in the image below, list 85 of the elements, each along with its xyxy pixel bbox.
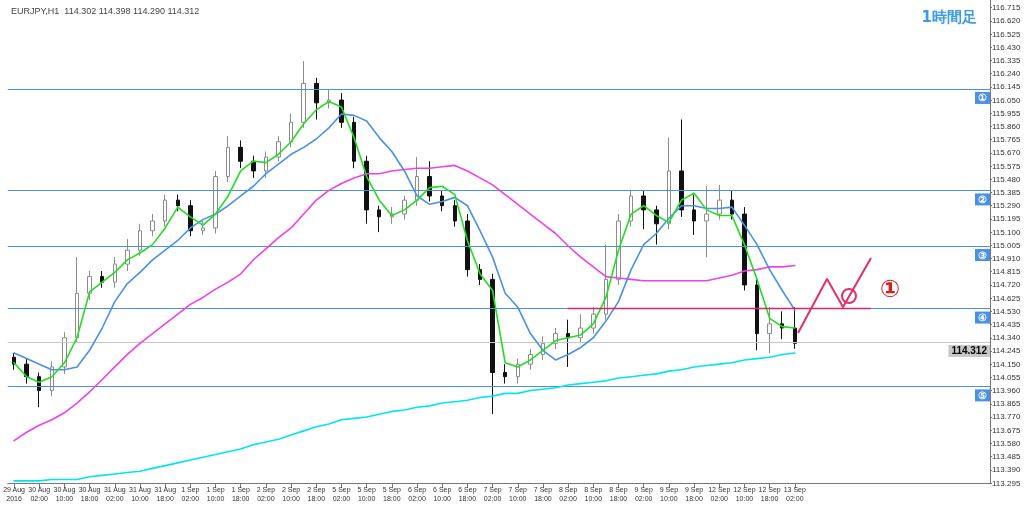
y-tick-label: 113.485 (992, 452, 1021, 462)
candlestick (427, 160, 432, 203)
y-tick-label: 115.860 (992, 121, 1021, 131)
y-tick-label: 116.430 (992, 42, 1021, 52)
line-series (13, 352, 796, 482)
y-tick-label: 115.670 (992, 148, 1021, 158)
candlestick (767, 306, 772, 354)
candlestick (150, 213, 155, 237)
y-tick-label: 114.435 (992, 320, 1021, 330)
y-tick-label: 115.955 (992, 108, 1021, 118)
ref-line-label: 114.312 (951, 345, 988, 357)
ref-line-label: ④ (978, 312, 987, 324)
y-tick-label: 114.340 (992, 333, 1021, 343)
y-tick-label: 115.195 (992, 214, 1021, 224)
y-tick-label: 116.715 (992, 3, 1021, 13)
candlestick (163, 194, 167, 228)
text: 1時間足 (921, 7, 977, 26)
candlestick (314, 77, 319, 121)
ref-line-label: ③ (978, 249, 987, 261)
candlestick (176, 194, 180, 212)
y-tick-label: 116.620 (992, 16, 1021, 26)
y-tick-label: 113.865 (992, 399, 1021, 409)
y-tick-label: 115.765 (992, 135, 1021, 145)
y-tick-label: 113.580 (992, 438, 1021, 448)
y-tick-label: 116.240 (992, 69, 1021, 79)
y-tick-label: 114.530 (992, 306, 1021, 316)
candlestick (87, 270, 92, 301)
candlestick (138, 223, 142, 257)
candlestick (503, 363, 507, 385)
y-tick-label: 114.625 (992, 293, 1021, 303)
candlestick (289, 113, 293, 148)
candlestick (238, 139, 243, 169)
y-tick-label: 115.100 (992, 227, 1021, 237)
candlestick (641, 189, 646, 230)
y-tick-label: 116.145 (992, 82, 1021, 92)
candlestick (465, 213, 470, 278)
candlestick (213, 170, 218, 235)
candlestick (264, 151, 268, 179)
y-tick-label: 113.770 (992, 412, 1021, 422)
candlestick (679, 119, 684, 218)
annotation: ① (880, 274, 901, 303)
y-tick-label: 115.575 (992, 161, 1021, 171)
y-tick-label: 114.150 (992, 359, 1021, 369)
candlestick (364, 155, 369, 225)
y-tick-label: 114.245 (992, 346, 1021, 356)
y-tick-label: 113.675 (992, 425, 1021, 435)
candlestick (654, 205, 659, 246)
y-tick-label: 113.960 (992, 386, 1021, 396)
candlestick (704, 185, 709, 258)
candlestick (629, 189, 633, 228)
y-tick-label: 114.055 (992, 372, 1021, 382)
candlestick (793, 306, 797, 350)
y-tick-label: 116.050 (992, 95, 1021, 105)
candlestick (24, 358, 29, 385)
ref-line-label: ② (978, 193, 987, 205)
y-tick-label: 116.335 (992, 55, 1021, 65)
y-tick-label: 116.525 (992, 29, 1021, 39)
text: EURJPY,H1 114.302 114.398 114.290 114.312 (11, 5, 200, 16)
candlestick (490, 273, 495, 415)
candlestick (251, 155, 256, 179)
candlestick (75, 256, 79, 344)
y-tick-label: 115.480 (992, 174, 1021, 184)
line-series (13, 164, 796, 442)
y-tick-label: 114.720 (992, 280, 1021, 290)
y-tick-label: 115.290 (992, 201, 1021, 211)
ref-line-label: ① (978, 92, 987, 104)
candlestick (717, 184, 722, 221)
y-tick-label: 115.005 (992, 240, 1021, 250)
y-tick-label: 113.295 (992, 478, 1021, 488)
ref-line-label: ⑤ (978, 389, 987, 401)
candlestick (377, 205, 381, 233)
y-tick-label: 113.390 (992, 465, 1021, 475)
y-tick-label: 115.385 (992, 188, 1021, 198)
candlestick (453, 199, 457, 228)
y-tick-label: 114.815 (992, 267, 1021, 277)
candlestick (226, 135, 230, 183)
y-tick-label: 114.910 (992, 254, 1021, 264)
candlestick (566, 319, 570, 368)
candlestick (201, 220, 205, 236)
candlestick (100, 270, 104, 289)
candlestick (301, 60, 306, 129)
candlestick (516, 358, 520, 385)
candlestick (692, 194, 696, 236)
candlestick (755, 278, 759, 351)
candlestick (113, 256, 117, 289)
